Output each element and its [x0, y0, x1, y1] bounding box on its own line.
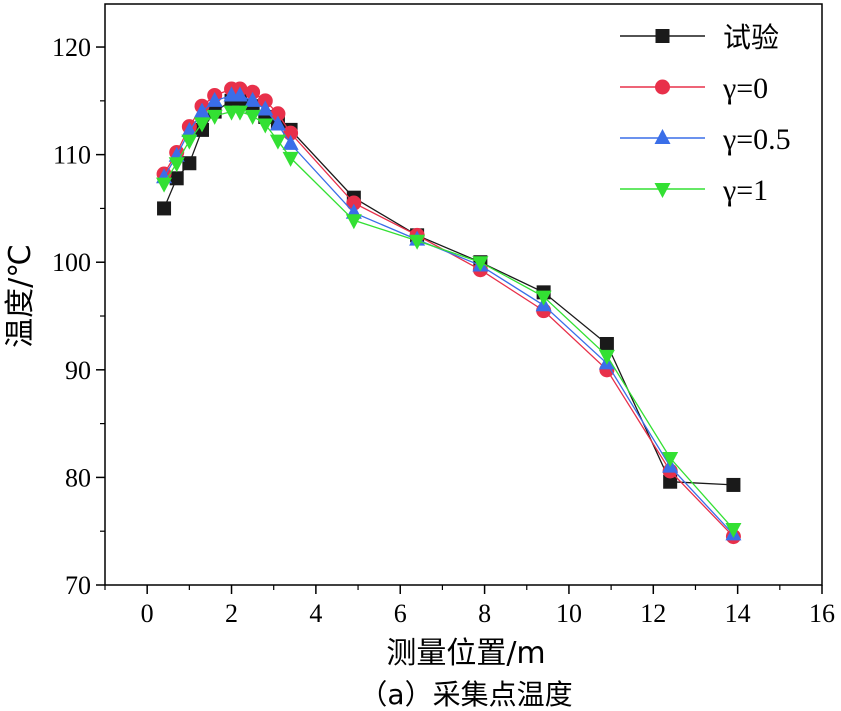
- y-tick-label: 80: [65, 463, 91, 492]
- data-point: [663, 474, 678, 489]
- data-point: [206, 91, 223, 107]
- legend-label: 试验: [723, 21, 779, 54]
- x-tick-label: 6: [394, 599, 407, 628]
- x-tick-label: 2: [225, 599, 238, 628]
- x-tick-label: 10: [556, 599, 582, 628]
- legend-label: γ=0.5: [722, 123, 791, 156]
- data-point: [231, 105, 248, 121]
- data-point: [283, 125, 299, 141]
- legend-marker: [654, 183, 671, 198]
- y-axis-label: 温度/℃: [3, 244, 38, 348]
- series-line: [163, 100, 734, 486]
- x-tick-label: 14: [725, 599, 751, 628]
- series-line: [163, 94, 734, 535]
- plot-border: [104, 3, 823, 586]
- data-point: [472, 256, 489, 272]
- y-tick-label: 90: [65, 356, 91, 385]
- legend-label: γ=1: [722, 174, 768, 207]
- plot-frame: 0 2 4 6 8 10 12 14 16 70 80 90 100 110 120: [52, 3, 835, 628]
- data-point: [181, 121, 198, 137]
- series-0: [157, 93, 741, 492]
- data-point: [598, 349, 615, 365]
- data-point: [269, 115, 286, 131]
- data-point: [270, 106, 286, 122]
- data-point: [257, 118, 274, 134]
- y-tick-label: 70: [65, 571, 91, 600]
- data-point: [157, 201, 172, 216]
- series-layer: [156, 81, 742, 545]
- x-tick-label: 12: [640, 599, 666, 628]
- x-tick-label: 4: [309, 599, 322, 628]
- data-point: [409, 234, 426, 250]
- series-2: [156, 86, 742, 541]
- data-point: [194, 117, 211, 133]
- data-point: [244, 91, 261, 107]
- data-point: [282, 134, 299, 150]
- data-point: [182, 156, 197, 171]
- data-point: [257, 100, 274, 116]
- y-tick-label: 120: [52, 33, 91, 62]
- y-tick-label: 100: [52, 248, 91, 277]
- data-point: [244, 109, 261, 125]
- legend: 试验 γ=0 γ=0.5 γ=1: [620, 21, 791, 207]
- data-point: [206, 109, 223, 125]
- series-line: [163, 110, 734, 530]
- y-tick-label: 110: [53, 141, 91, 170]
- x-tick-label: 8: [478, 599, 491, 628]
- data-point: [231, 86, 248, 102]
- x-tick-label: 0: [141, 599, 154, 628]
- data-point: [346, 195, 362, 211]
- legend-marker: [655, 79, 670, 95]
- x-tick-label: 16: [809, 599, 835, 628]
- x-axis-label: 测量位置/m: [386, 636, 545, 671]
- data-point: [345, 214, 362, 230]
- data-point: [726, 477, 741, 492]
- data-point: [194, 102, 211, 118]
- data-point: [181, 134, 198, 150]
- data-point: [662, 452, 679, 468]
- data-point: [725, 523, 742, 539]
- legend-marker: [655, 29, 670, 43]
- data-point: [535, 290, 552, 306]
- series-1: [156, 81, 741, 545]
- legend-marker: [654, 129, 671, 144]
- series-3: [156, 105, 742, 539]
- data-point: [168, 157, 185, 173]
- data-point: [156, 177, 173, 193]
- data-point: [282, 151, 299, 167]
- data-point: [169, 171, 184, 186]
- series-line: [163, 88, 734, 538]
- figure-caption: （a）采集点温度: [359, 678, 572, 711]
- legend-label: γ=0: [722, 72, 768, 105]
- data-point: [599, 336, 614, 351]
- data-point: [269, 134, 286, 150]
